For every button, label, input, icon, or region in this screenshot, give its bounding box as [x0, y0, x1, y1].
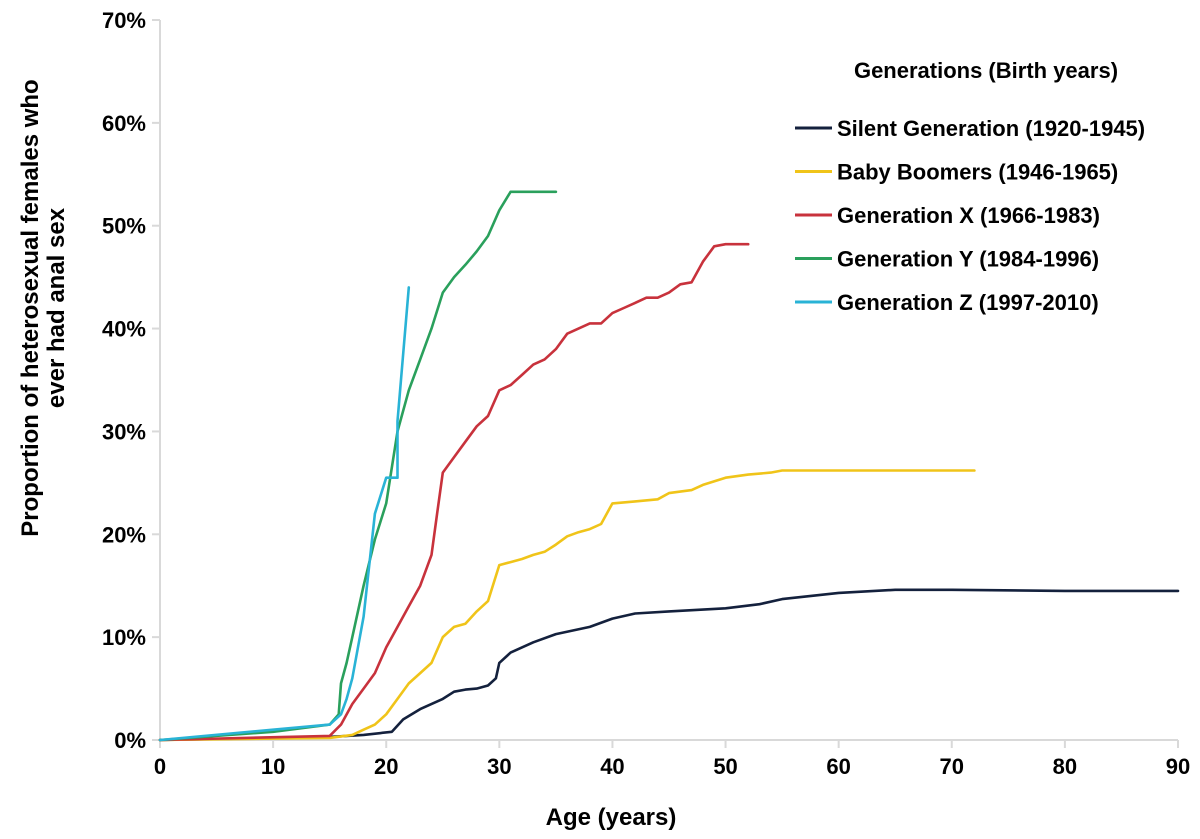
- x-tick-label: 30: [487, 754, 511, 779]
- legend: Generations (Birth years) Silent Generat…: [795, 58, 1145, 315]
- series-line-3: [158, 242, 750, 742]
- y-axis-title-line-1: Proportion of heterosexual females who: [17, 79, 44, 536]
- x-tick-label: 10: [261, 754, 285, 779]
- axes: [159, 20, 1178, 741]
- legend-items: Silent Generation (1920-1945) Baby Boomer…: [795, 116, 1145, 315]
- legend-title: Generations (Birth years): [854, 58, 1118, 83]
- legend-item: Generation Z (1997-2010): [795, 290, 1099, 315]
- x-axis-ticks: 0 10 20 30 40 50 60 70 80 90: [154, 740, 1190, 779]
- series-line-2: [158, 469, 976, 742]
- y-tick-label: 10%: [102, 625, 146, 650]
- x-tick-label: 70: [940, 754, 964, 779]
- x-tick-label: 90: [1166, 754, 1190, 779]
- y-axis-title-line-2: ever had anal sex: [43, 207, 70, 408]
- series-line-1: [158, 588, 1180, 742]
- legend-label: Baby Boomers (1946-1965): [837, 160, 1118, 185]
- x-axis-title: Age (years): [546, 804, 677, 831]
- y-tick-label: 30%: [102, 419, 146, 444]
- series-line-4: [158, 190, 558, 742]
- legend-label: Generation Y (1984-1996): [837, 247, 1099, 272]
- y-tick-label: 50%: [102, 214, 146, 239]
- x-tick-label: 80: [1053, 754, 1077, 779]
- legend-label: Generation Z (1997-2010): [837, 290, 1099, 315]
- legend-item: Generation Y (1984-1996): [795, 247, 1099, 272]
- y-tick-label: 70%: [102, 8, 146, 33]
- legend-item: Generation X (1966-1983): [795, 203, 1100, 228]
- y-tick-label: 20%: [102, 522, 146, 547]
- y-axis-ticks: 0% 10% 20% 30% 40% 50% 60% 70%: [102, 8, 160, 753]
- y-tick-label: 40%: [102, 317, 146, 342]
- series-lines: [158, 190, 1180, 742]
- x-tick-label: 60: [826, 754, 850, 779]
- legend-label: Generation X (1966-1983): [837, 203, 1100, 228]
- x-tick-label: 50: [713, 754, 737, 779]
- series-line-5: [158, 286, 411, 742]
- x-tick-label: 20: [374, 754, 398, 779]
- x-tick-label: 0: [154, 754, 166, 779]
- legend-item: Silent Generation (1920-1945): [795, 116, 1145, 141]
- y-tick-label: 0%: [114, 728, 146, 753]
- x-tick-label: 40: [600, 754, 624, 779]
- y-axis-title: Proportion of heterosexual females who e…: [17, 79, 70, 536]
- legend-label: Silent Generation (1920-1945): [837, 116, 1145, 141]
- y-tick-label: 60%: [102, 111, 146, 136]
- legend-item: Baby Boomers (1946-1965): [795, 160, 1118, 185]
